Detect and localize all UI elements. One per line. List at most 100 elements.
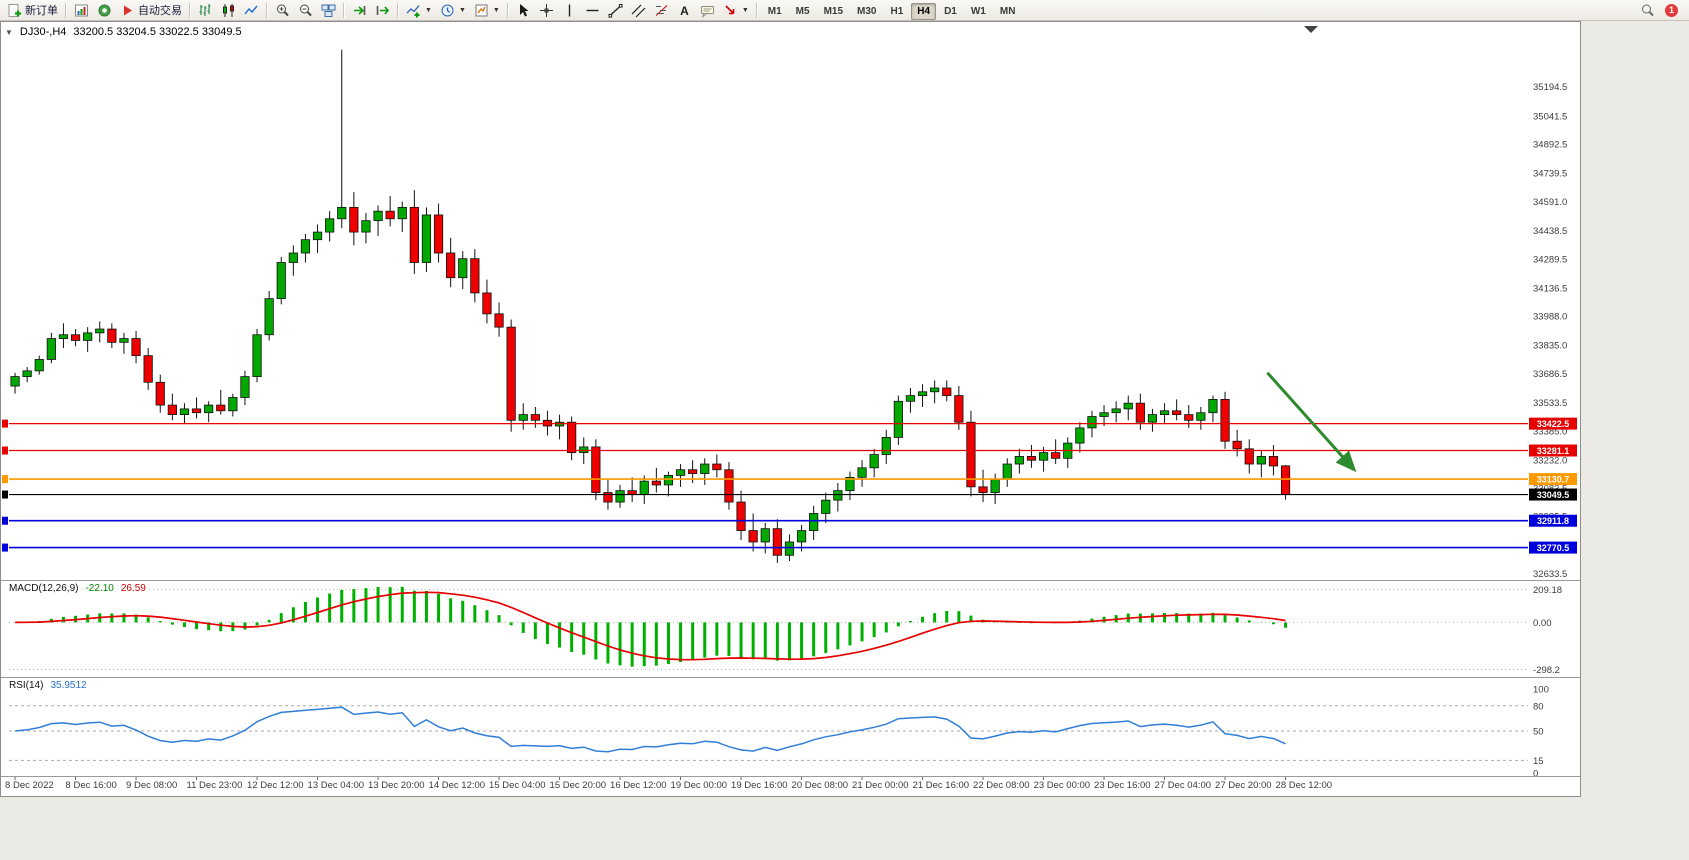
workspace-background	[0, 798, 1689, 860]
periods-button[interactable]: ▼	[436, 1, 470, 20]
text-tool-button[interactable]: A	[673, 1, 696, 20]
candle-body	[784, 541, 795, 556]
chart-window: 35194.5 35041.5 34892.5 34739.5 34591.0 34438…	[0, 21, 1581, 797]
chart-shift-button[interactable]	[371, 1, 394, 20]
timeframe-w1[interactable]: W1	[970, 5, 986, 17]
trendline-tool-button[interactable]	[604, 1, 627, 20]
toolbar-separator	[506, 2, 509, 18]
candle-body	[917, 391, 928, 396]
candle-body	[470, 258, 480, 294]
zoom-out-icon	[298, 3, 313, 18]
candle-body	[675, 469, 686, 476]
notification-badge[interactable]: 1	[1665, 3, 1678, 17]
text-label-tool-button[interactable]	[696, 1, 719, 20]
candle-body	[1026, 456, 1037, 461]
channel-icon	[631, 3, 646, 18]
candle-body	[748, 530, 758, 543]
tile-windows-button[interactable]	[317, 1, 340, 20]
candle-body	[942, 387, 952, 396]
templates-button[interactable]: ▼	[470, 1, 504, 20]
autotrade-button[interactable]: 自动交易	[116, 1, 186, 20]
cursor-tool-button[interactable]	[512, 1, 535, 20]
price-axis-label: 33988.0	[1533, 312, 1567, 323]
fibonacci-icon	[654, 3, 669, 18]
rsi-indicator-label: RSI(14) 35.9512	[9, 680, 87, 691]
price-tag[interactable]	[1529, 541, 1577, 554]
candle-body	[772, 528, 782, 556]
chart-ohlc-values: 33200.5 33204.5 33022.5 33049.5	[73, 26, 242, 38]
search-button[interactable]	[1636, 1, 1659, 20]
candle-body	[1087, 416, 1097, 429]
candle-body	[1244, 448, 1254, 465]
trend-arrow-annotation[interactable]	[1266, 371, 1357, 473]
timeframe-mn[interactable]: MN	[999, 5, 1016, 17]
price-tag[interactable]	[1529, 514, 1577, 527]
time-axis-label: 20 Dec 08:00	[792, 780, 849, 791]
candle-body	[482, 292, 492, 315]
price-tag-label: 32770.5	[1537, 543, 1570, 553]
bars-chart-button[interactable]	[194, 1, 217, 20]
price-tag[interactable]	[1529, 444, 1577, 457]
timeframe-d1[interactable]: D1	[944, 5, 957, 17]
candle-body	[615, 490, 625, 503]
chart-shift-marker-icon[interactable]	[1304, 26, 1318, 33]
periods-icon	[440, 3, 455, 18]
candle-body	[518, 414, 528, 421]
autoscroll-button[interactable]	[348, 1, 371, 20]
candle-body	[1159, 410, 1170, 415]
price-axis-label: 35041.5	[1533, 111, 1567, 122]
timeframe-toolbar: M1 M5 M15 M30 H1 H4 D1 W1 MN	[761, 1, 1023, 20]
candle-body	[1184, 414, 1194, 421]
candle-body	[119, 338, 129, 343]
line-chart-button[interactable]	[240, 1, 263, 20]
chart-canvas[interactable]: 35194.5 35041.5 34892.5 34739.5 34591.0 34438…	[1, 22, 1580, 796]
price-axis-label: 34892.5	[1533, 140, 1567, 151]
horizontal-line-tool-button[interactable]	[581, 1, 604, 20]
toolbar-separator	[397, 2, 399, 18]
price-tag-label: 33130.7	[1537, 475, 1570, 485]
timeframe-h4[interactable]: H4	[911, 2, 937, 20]
candle-body	[1196, 412, 1206, 421]
price-axis-label: 33686.5	[1533, 369, 1567, 380]
zoom-in-button[interactable]	[271, 1, 294, 20]
trendline-icon	[608, 3, 623, 18]
arrows-tool-button[interactable]: ▼	[719, 1, 753, 20]
chart-expand-icon[interactable]: ▼	[5, 27, 13, 37]
price-tag[interactable]	[1529, 473, 1577, 486]
rsi-axis-label: 80	[1533, 701, 1544, 712]
zoom-in-icon	[275, 3, 290, 18]
charts-button[interactable]	[70, 1, 93, 20]
candle-body	[1014, 456, 1024, 465]
time-axis-label: 15 Dec 20:00	[550, 780, 607, 791]
price-tag-label: 32911.8	[1537, 516, 1569, 526]
channel-tool-button[interactable]	[627, 1, 650, 20]
candlestick-chart-button[interactable]	[217, 1, 240, 20]
candle-body	[34, 359, 44, 372]
timeframe-h1[interactable]: H1	[890, 5, 904, 17]
crosshair-tool-button[interactable]	[535, 1, 558, 20]
candle-body	[821, 499, 831, 514]
time-axis-label: 8 Dec 2022	[5, 780, 54, 791]
rsi-axis-label: 15	[1533, 756, 1544, 767]
price-tag[interactable]	[1529, 488, 1577, 501]
candle-body	[700, 463, 710, 474]
timeframe-m1[interactable]: M1	[767, 5, 782, 17]
chart-symbol-title: DJ30-,H4	[19, 26, 67, 38]
macd-name: MACD(12,26,9)	[9, 583, 79, 594]
indicators-button[interactable]: ▼	[402, 1, 436, 20]
time-axis-label: 13 Dec 04:00	[308, 780, 365, 791]
price-axis-label: 34438.5	[1533, 226, 1567, 237]
community-button[interactable]	[93, 1, 116, 20]
new-order-button[interactable]: 新订单	[3, 1, 62, 20]
fibonacci-tool-button[interactable]	[650, 1, 673, 20]
zoom-out-button[interactable]	[294, 1, 317, 20]
timeframe-m15[interactable]: M15	[823, 5, 844, 17]
price-tag[interactable]	[1529, 417, 1577, 430]
vertical-line-tool-button[interactable]	[558, 1, 581, 20]
candle-body	[446, 252, 456, 279]
timeframe-m30[interactable]: M30	[857, 5, 877, 17]
candle-body	[893, 400, 903, 438]
candle-body	[325, 218, 335, 233]
candle-body	[712, 463, 722, 471]
timeframe-m5[interactable]: M5	[795, 5, 810, 17]
